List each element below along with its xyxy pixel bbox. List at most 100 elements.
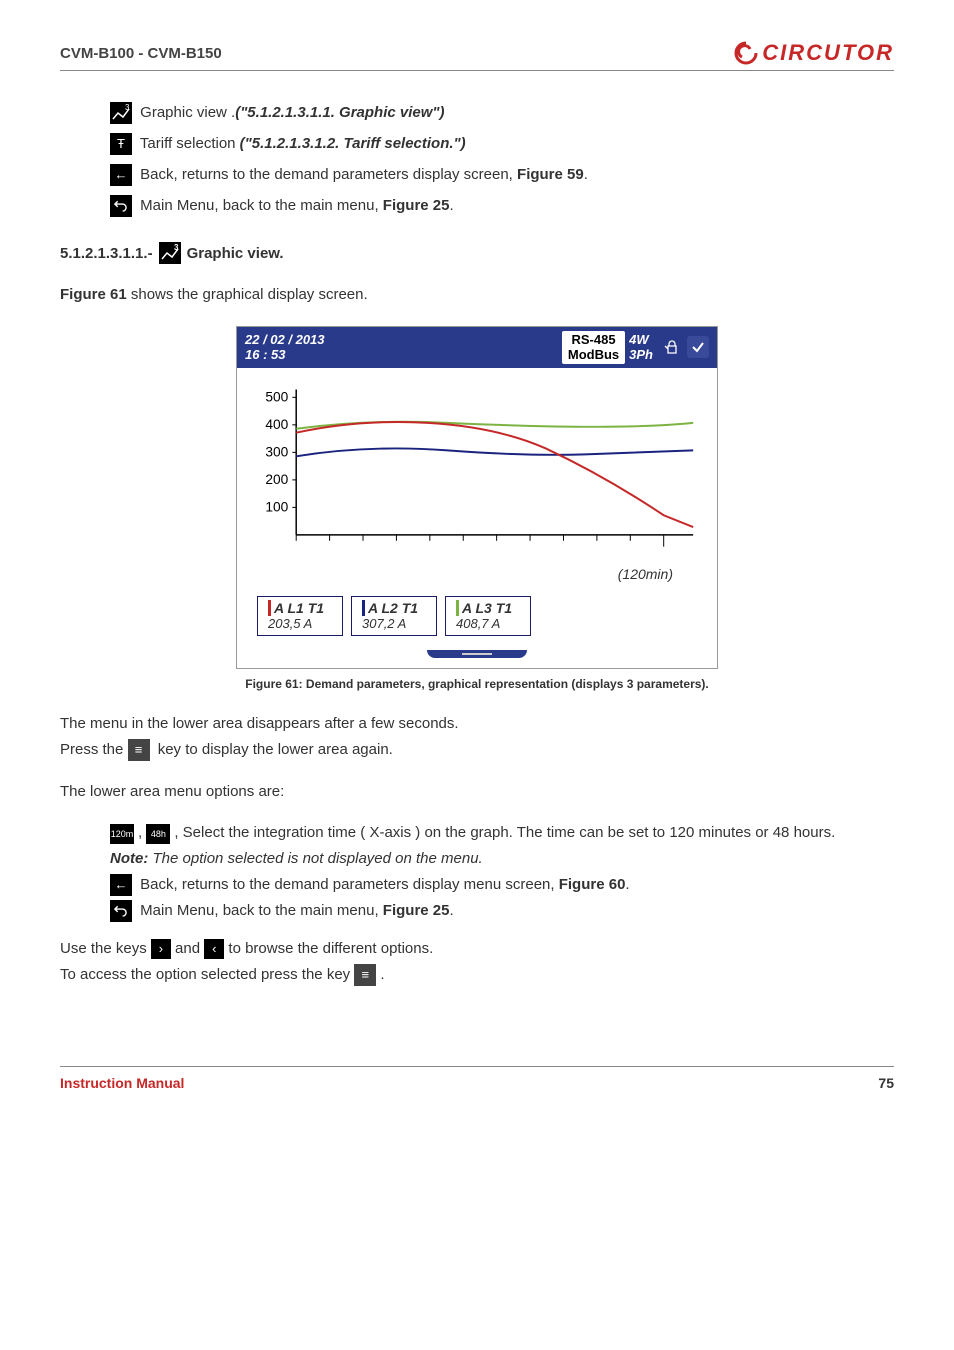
chart-legend: A L1 T1 203,5 A A L2 T1 307,2 A A L3 T1 …	[237, 586, 717, 650]
legend-l3-value: 408,7 A	[456, 616, 520, 631]
menu-list-top: 3 Graphic view .("5.1.2.1.3.1.1. Graphic…	[110, 101, 894, 218]
legend-l1-title: A L1 T1	[268, 600, 332, 616]
ytick-300: 300	[265, 444, 288, 459]
sep1: ,	[138, 824, 146, 841]
period: .	[584, 166, 588, 183]
press-key-a: Press the	[60, 741, 128, 758]
section-heading: 5.1.2.1.3.1.1.- 3 Graphic view.	[60, 242, 894, 264]
footer-title: Instruction Manual	[60, 1075, 184, 1091]
menu-list-lower: 120m, 48h, Select the integration time (…	[110, 822, 894, 922]
ytick-500: 500	[265, 389, 288, 404]
mode-4w: 4W	[629, 332, 653, 348]
use-keys-b: and	[171, 940, 204, 957]
modbus-label: ModBus	[568, 347, 619, 363]
main-label-lower: Main Menu, back to the main menu,	[136, 902, 383, 919]
demand-chart: 500 400 300 200 100	[251, 378, 703, 568]
device-rs-pill: RS-485 ModBus	[562, 331, 625, 364]
menu-item-graphic-view: 3 Graphic view .("5.1.2.1.3.1.1. Graphic…	[110, 101, 894, 125]
period: .	[625, 876, 629, 893]
para-press-key: Press the ≡ key to display the lower are…	[60, 739, 894, 761]
legend-l1: A L1 T1 203,5 A	[257, 596, 343, 636]
chart-area: 500 400 300 200 100	[237, 368, 717, 586]
section-number: 5.1.2.1.3.1.1.-	[60, 245, 153, 262]
tariff-ref: ("5.1.2.1.3.1.2. Tariff selection.")	[240, 135, 466, 152]
legend-l3-title: A L3 T1	[456, 600, 520, 616]
note-label: Note:	[110, 850, 148, 867]
use-keys-a: Use the keys	[60, 940, 151, 957]
chart-xlabel: (120min)	[251, 566, 703, 582]
time-48h-icon: 48h	[146, 824, 170, 844]
graphic-view-icon: 3	[159, 242, 181, 264]
menu-item-tariff: Ŧ Tariff selection ("5.1.2.1.3.1.2. Tari…	[110, 132, 894, 156]
menu-key-icon: ≡	[354, 964, 376, 986]
ytick-100: 100	[265, 499, 288, 514]
time-120m-icon: 120m	[110, 824, 134, 844]
device-screenshot: 22 / 02 / 2013 16 : 53 RS-485 ModBus 4W …	[236, 326, 718, 669]
menu-item-integration-time: 120m, 48h, Select the integration time (…	[110, 822, 894, 844]
undo-icon	[110, 900, 132, 922]
doc-title: CVM-B100 - CVM-B150	[60, 45, 222, 62]
page-header: CVM-B100 - CVM-B150 CIRCUTOR	[60, 40, 894, 71]
device-header-bar: 22 / 02 / 2013 16 : 53 RS-485 ModBus 4W …	[237, 327, 717, 368]
menu-key-icon: ≡	[128, 739, 150, 761]
menu-item-back-lower: ← Back, returns to the demand parameters…	[110, 874, 894, 896]
device-date: 22 / 02 / 2013	[245, 332, 562, 348]
graphic-view-ref: ("5.1.2.1.3.1.1. Graphic view")	[235, 104, 444, 121]
brand-logo: CIRCUTOR	[734, 40, 894, 66]
back-arrow-icon: ←	[110, 874, 132, 896]
figure-caption: Figure 61: Demand parameters, graphical …	[60, 677, 894, 691]
access-a: To access the option selected press the …	[60, 966, 354, 983]
back-label: Back, returns to the demand parameters d…	[136, 166, 517, 183]
left-chevron-icon: ‹	[204, 939, 224, 959]
para-use-keys: Use the keys › and ‹ to browse the diffe…	[60, 938, 894, 960]
use-keys-c: to browse the different options.	[224, 940, 433, 957]
device-footer	[237, 650, 717, 668]
right-chevron-icon: ›	[151, 939, 171, 959]
brand-name: CIRCUTOR	[762, 40, 894, 66]
rs485-label: RS-485	[568, 332, 619, 348]
para-lower-menu-options: The lower area menu options are:	[60, 781, 894, 803]
device-time: 16 : 53	[245, 347, 562, 363]
main-ref-lower: Figure 25	[383, 902, 450, 919]
mode-3ph: 3Ph	[629, 347, 653, 363]
menu-item-main-lower: Main Menu, back to the main menu, Figure…	[110, 900, 894, 922]
back-label-lower: Back, returns to the demand parameters d…	[136, 876, 559, 893]
legend-l2-value: 307,2 A	[362, 616, 426, 631]
graphic-view-icon: 3	[110, 102, 132, 124]
press-key-b: key to display the lower area again.	[154, 741, 393, 758]
menu-item-back: ← Back, returns to the demand parameters…	[110, 163, 894, 187]
series-l1	[296, 422, 693, 527]
main-label: Main Menu, back to the main menu,	[136, 197, 383, 214]
menu-item-main: Main Menu, back to the main menu, Figure…	[110, 194, 894, 218]
back-ref-lower: Figure 60	[559, 876, 626, 893]
note-text: The option selected is not displayed on …	[148, 850, 482, 867]
legend-l1-value: 203,5 A	[268, 616, 332, 631]
para-menu-disappears: The menu in the lower area disappears af…	[60, 713, 894, 735]
tariff-icon: Ŧ	[110, 133, 132, 155]
brand-logo-icon	[734, 41, 758, 65]
back-ref: Figure 59	[517, 166, 584, 183]
main-ref: Figure 25	[383, 197, 450, 214]
ytick-400: 400	[265, 417, 288, 432]
menu-note: Note: The option selected is not display…	[110, 848, 894, 870]
legend-l3: A L3 T1 408,7 A	[445, 596, 531, 636]
legend-l2-title: A L2 T1	[362, 600, 426, 616]
intro-paragraph: Figure 61 shows the graphical display sc…	[60, 284, 894, 306]
page-footer: Instruction Manual 75	[60, 1066, 894, 1091]
device-datetime: 22 / 02 / 2013 16 : 53	[245, 332, 562, 363]
graphic-view-label: Graphic view .	[136, 104, 235, 121]
page-number: 75	[878, 1075, 894, 1091]
device-mode: 4W 3Ph	[629, 332, 653, 363]
para-access-option: To access the option selected press the …	[60, 964, 894, 986]
device-footer-handle[interactable]	[427, 650, 527, 658]
period: .	[449, 197, 453, 214]
intro-text: shows the graphical display screen.	[127, 286, 368, 303]
tariff-label: Tariff selection	[136, 135, 240, 152]
lock-icon	[661, 336, 683, 358]
time-text: , Select the integration time ( X-axis )…	[174, 824, 835, 841]
back-arrow-icon: ←	[110, 164, 132, 186]
legend-l2: A L2 T1 307,2 A	[351, 596, 437, 636]
check-icon	[687, 336, 709, 358]
series-l2	[296, 448, 693, 456]
access-b: .	[380, 966, 384, 983]
